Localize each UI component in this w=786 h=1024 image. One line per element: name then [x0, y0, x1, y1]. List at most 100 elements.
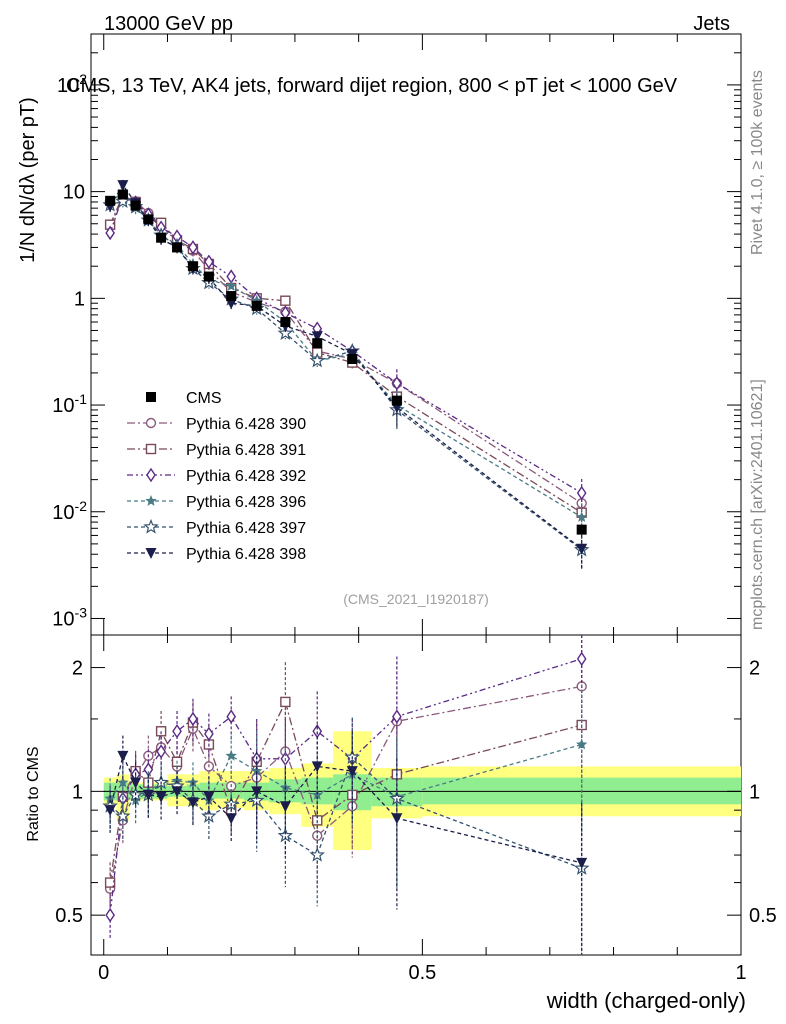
- data-point: [277, 325, 294, 340]
- legend-marker: [145, 495, 157, 506]
- data-point: [576, 524, 587, 535]
- data-point: [312, 338, 323, 349]
- legend-marker: [145, 548, 157, 559]
- ratio-point: [105, 907, 115, 923]
- main-data-points: [102, 179, 590, 570]
- y-tick-label: 10-3: [52, 604, 87, 630]
- analysis-watermark: (CMS_2021_I1920187): [343, 591, 489, 607]
- data-point: [130, 200, 141, 211]
- data-point: [251, 294, 263, 306]
- ratio-point: [225, 749, 237, 761]
- y-tick-label: 10-1: [52, 391, 87, 417]
- data-point: [188, 240, 198, 255]
- ratio-point: [391, 813, 403, 825]
- x-tick-label: 1: [735, 962, 746, 984]
- ratio-tick-label: 1: [72, 781, 83, 803]
- ratio-point: [392, 709, 402, 724]
- legend-label: Pythia 6.428 398: [186, 546, 306, 563]
- data-point: [117, 180, 129, 192]
- series-CMS: [105, 189, 587, 535]
- y-tick-label: 10-2: [52, 498, 87, 524]
- legend-label: Pythia 6.428 390: [186, 416, 306, 433]
- legend-marker: [143, 518, 159, 534]
- ratio-point: [309, 846, 325, 862]
- legend: CMS Pythia 6.428 390 Pythia 6.428 391 Pythi…: [127, 390, 306, 563]
- ratio-point: [576, 857, 588, 869]
- data-point: [576, 485, 587, 501]
- ratio-point: [188, 711, 198, 727]
- data-point: [156, 232, 167, 243]
- data-point: [187, 261, 198, 272]
- legend-label: CMS: [186, 390, 222, 407]
- y-tick-exponent: -3: [75, 604, 88, 620]
- ratio-point: [187, 797, 199, 809]
- ratio-point: [117, 750, 129, 762]
- data-point: [576, 511, 588, 522]
- y-axis-label: 1/N dN/dλ (per pT): [17, 97, 39, 263]
- y-tick-exponent: -2: [75, 498, 88, 514]
- x-tick-label: 0.5: [408, 962, 436, 984]
- ratio-point: [171, 786, 183, 798]
- ratio-point: [251, 765, 263, 776]
- ratio-series-Pythia-6428-398: [104, 726, 588, 955]
- ratio-point: [142, 789, 154, 801]
- data-point: [143, 214, 154, 225]
- legend-marker: [146, 467, 156, 483]
- ratio-point: [117, 776, 129, 788]
- legend-label: Pythia 6.428 391: [186, 442, 306, 459]
- legend-marker: [146, 392, 156, 402]
- ratio-point: [155, 791, 167, 803]
- ratio-point: [389, 790, 405, 806]
- header-right: Jets: [693, 13, 730, 35]
- data-point: [251, 300, 262, 311]
- data-point: [311, 331, 323, 343]
- ratio-point: [576, 738, 588, 750]
- data-point: [280, 317, 291, 328]
- data-point: [105, 225, 115, 241]
- y-tick-exponent: 2: [79, 71, 87, 87]
- data-point: [117, 189, 128, 200]
- data-point: [280, 295, 291, 306]
- data-point: [105, 195, 116, 206]
- x-axis-label: width (charged-only): [546, 988, 746, 1013]
- ratio-point: [251, 786, 263, 798]
- ratio-point: [346, 766, 358, 778]
- plot-title: CMS, 13 TeV, AK4 jets, forward dijet reg…: [66, 75, 678, 97]
- y-tick-exponent: -1: [75, 391, 88, 407]
- ratio-point: [311, 761, 323, 773]
- header-left: 13000 GeV pp: [104, 13, 233, 35]
- series-line: [109, 200, 583, 551]
- ratio-point: [204, 726, 214, 742]
- legend-label: Pythia 6.428 397: [186, 520, 306, 537]
- ratio-tick-label-right: 0.5: [749, 905, 777, 927]
- ratio-point: [130, 777, 142, 789]
- ratio-point: [203, 791, 215, 803]
- data-point: [576, 543, 588, 555]
- data-point: [204, 254, 214, 270]
- series-Pythia-6428-392: [105, 188, 587, 513]
- y-tick-label: 10: [63, 182, 85, 204]
- y-tick-label: 1: [74, 288, 85, 310]
- data-point: [225, 280, 237, 291]
- ratio-point: [225, 813, 237, 825]
- ratio-point: [115, 808, 131, 823]
- data-point: [172, 242, 183, 253]
- ratio-point: [280, 696, 291, 708]
- ratio-point: [104, 877, 116, 888]
- ratio-point: [156, 744, 166, 759]
- mcplots-text: mcplots.cern.ch [arXiv:2401.10621]: [749, 379, 766, 630]
- data-point: [203, 271, 214, 282]
- legend-label: Pythia 6.428 396: [186, 494, 306, 511]
- ratio-point: [201, 808, 217, 823]
- data-point: [309, 352, 325, 368]
- main-plot-frame: [90, 33, 742, 636]
- ratio-point: [226, 709, 237, 724]
- ratio-point: [104, 805, 116, 817]
- ratio-tick-label: 2: [72, 658, 83, 680]
- ratio-point: [279, 801, 291, 813]
- legend-marker: [145, 417, 157, 429]
- x-tick-label: 0: [98, 962, 109, 984]
- data-point: [347, 354, 358, 365]
- ratio-tick-label-right: 2: [749, 658, 760, 680]
